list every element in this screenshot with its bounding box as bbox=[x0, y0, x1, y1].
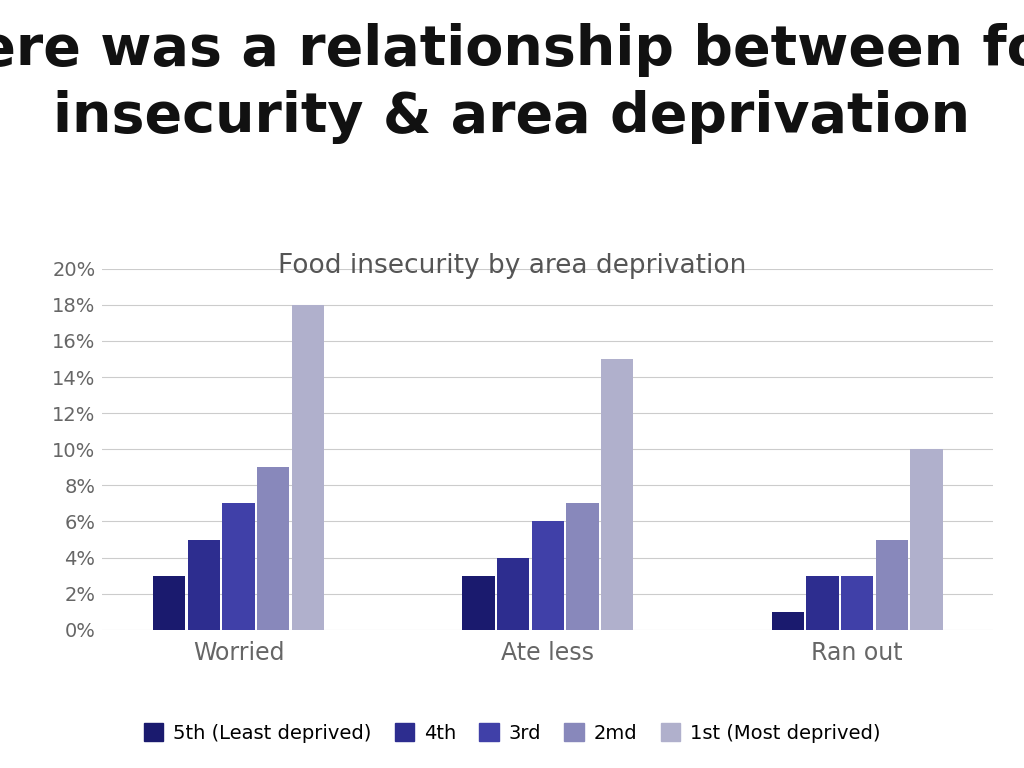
Bar bbox=[257, 467, 289, 630]
Bar bbox=[292, 305, 324, 630]
Bar bbox=[497, 558, 529, 630]
Bar bbox=[531, 521, 564, 630]
Bar bbox=[876, 539, 908, 630]
Text: Food insecurity by area deprivation: Food insecurity by area deprivation bbox=[278, 253, 746, 280]
Text: There was a relationship between food
insecurity & area deprivation: There was a relationship between food in… bbox=[0, 23, 1024, 144]
Bar bbox=[154, 576, 185, 630]
Bar bbox=[601, 359, 633, 630]
Bar bbox=[841, 576, 873, 630]
Bar bbox=[463, 576, 495, 630]
Legend: 5th (Least deprived), 4th, 3rd, 2md, 1st (Most deprived): 5th (Least deprived), 4th, 3rd, 2md, 1st… bbox=[136, 716, 888, 750]
Bar bbox=[807, 576, 839, 630]
Bar bbox=[772, 611, 804, 630]
Bar bbox=[566, 504, 599, 630]
Bar bbox=[910, 449, 942, 630]
Bar bbox=[222, 504, 255, 630]
Bar bbox=[187, 539, 220, 630]
